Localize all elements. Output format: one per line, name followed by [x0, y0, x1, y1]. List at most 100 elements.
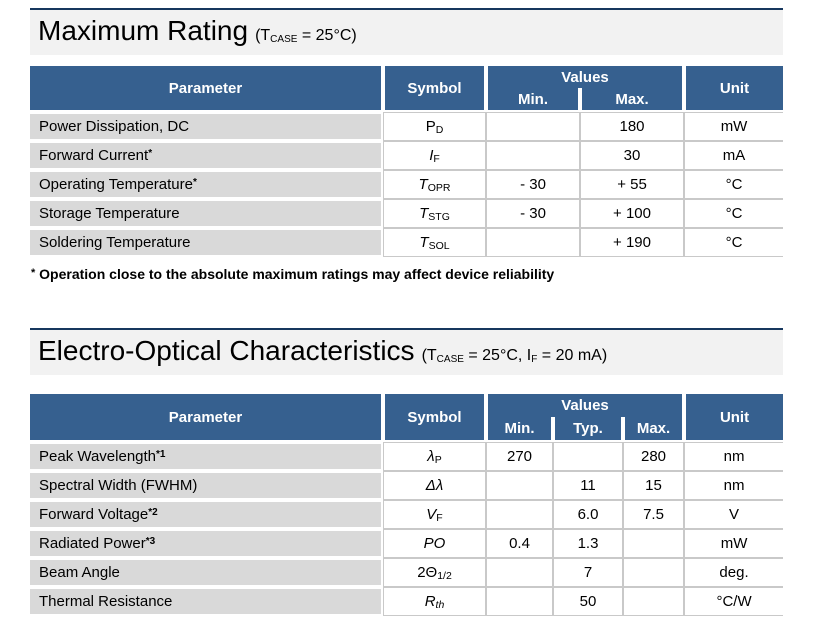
row-forward-voltage: Forward Voltage*2 VF 6.0 7.5 V — [30, 500, 784, 529]
parameter-label: Radiated Power — [39, 535, 146, 552]
parameter-label: Spectral Width (FWHM) — [39, 477, 198, 494]
symbol-base: T — [419, 233, 429, 251]
symbol-cell: 2Θ1/2 — [383, 558, 486, 587]
parameter-cell: Forward Voltage*2 — [30, 500, 383, 529]
min-value-cell — [486, 500, 553, 529]
table-header: Parameter Symbol Values Unit Min. Typ. M… — [30, 394, 784, 442]
unit-cell: mA — [684, 141, 784, 170]
unit-cell: V — [684, 500, 784, 529]
symbol-subscript: STG — [428, 210, 450, 223]
column-header-values: Values — [486, 66, 685, 88]
column-header-unit: Unit — [684, 394, 784, 442]
max-value-cell — [623, 558, 685, 587]
parameter-cell: Radiated Power*3 — [30, 529, 383, 558]
symbol-base: R — [424, 592, 436, 610]
row-radiated-power: Radiated Power*3 PO 0.4 1.3 mW — [30, 529, 784, 558]
footnote-marker: *2 — [148, 507, 158, 518]
max-value-cell: + 190 — [580, 228, 685, 257]
section-title: Maximum Rating — [38, 15, 249, 46]
max-value-cell: 30 — [580, 141, 685, 170]
unit-cell: mW — [684, 112, 784, 141]
max-value-cell — [623, 529, 685, 558]
column-header-min: Min. — [486, 88, 580, 112]
symbol-base: T — [418, 175, 428, 193]
maximum-rating-table: Parameter Symbol Values Unit Min. Max. P… — [30, 66, 784, 257]
parameter-cell: Beam Angle — [30, 558, 383, 587]
parameter-label: Operating Temperature — [39, 176, 193, 193]
footnote-marker: * — [31, 267, 36, 279]
symbol-base: I — [429, 146, 434, 164]
column-header-parameter: Parameter — [30, 394, 383, 442]
min-value-cell: - 30 — [486, 199, 580, 228]
unit-cell: °C/W — [684, 587, 784, 616]
symbol-base: P — [425, 117, 436, 135]
symbol-base: 2Θ — [417, 563, 438, 581]
column-header-parameter: Parameter — [30, 66, 383, 112]
parameter-label: Forward Current — [39, 147, 149, 164]
symbol-cell: TSTG — [383, 199, 486, 228]
min-value-cell — [486, 141, 580, 170]
electro-optical-table: Parameter Symbol Values Unit Min. Typ. M… — [30, 394, 784, 616]
column-header-max: Max. — [623, 417, 685, 442]
row-power-dissipation: Power Dissipation, DC PD 180 mW — [30, 112, 784, 141]
footnote-text: Operation close to the absolute maximum … — [39, 266, 555, 282]
max-value-cell — [623, 587, 685, 616]
parameter-label: Forward Voltage — [39, 506, 149, 523]
parameter-cell: Soldering Temperature — [30, 228, 383, 257]
symbol-subscript: P — [434, 453, 442, 466]
unit-cell: °C — [684, 199, 784, 228]
section-title: Electro-Optical Characteristics — [38, 335, 415, 366]
footnote: * Operation close to the absolute maximu… — [31, 266, 819, 282]
parameter-label: Beam Angle — [39, 564, 120, 581]
header-row-1: Parameter Symbol Values Unit — [30, 394, 784, 442]
header-row-1: Parameter Symbol Values Unit — [30, 66, 784, 112]
unit-cell: deg. — [684, 558, 784, 587]
symbol-cell: Δλ — [383, 471, 486, 500]
unit-cell: nm — [684, 442, 784, 471]
row-thermal-resistance: Thermal Resistance Rth 50 °C/W — [30, 587, 784, 616]
symbol-base: PO — [423, 534, 446, 552]
parameter-label: Soldering Temperature — [39, 234, 191, 251]
section-title-conditions: (TCASE = 25°C, IF = 20 mA) — [421, 347, 608, 365]
unit-cell: °C — [684, 228, 784, 257]
typ-value-cell: 7 — [553, 558, 623, 587]
row-storage-temperature: Storage Temperature TSTG - 30 + 100 °C — [30, 199, 784, 228]
min-value-cell — [486, 558, 553, 587]
row-peak-wavelength: Peak Wavelength*1 λP 270 280 nm — [30, 442, 784, 471]
symbol-subscript: SOL — [428, 239, 450, 252]
row-spectral-width: Spectral Width (FWHM) Δλ 11 15 nm — [30, 471, 784, 500]
symbol-base: V — [426, 505, 437, 523]
parameter-cell: Thermal Resistance — [30, 587, 383, 616]
max-value-cell: + 100 — [580, 199, 685, 228]
row-beam-angle: Beam Angle 2Θ1/2 7 deg. — [30, 558, 784, 587]
row-operating-temperature: Operating Temperature* TOPR - 30 + 55 °C — [30, 170, 784, 199]
symbol-subscript: OPR — [427, 181, 451, 194]
parameter-cell: Peak Wavelength*1 — [30, 442, 383, 471]
typ-value-cell: 11 — [553, 471, 623, 500]
parameter-label: Power Dissipation, DC — [39, 118, 190, 135]
section-header-electro-optical: Electro-Optical Characteristics (TCASE = … — [30, 328, 783, 375]
column-header-max: Max. — [580, 88, 685, 112]
condition-subscript: CASE — [270, 34, 298, 45]
footnote-marker: * — [192, 177, 197, 188]
symbol-subscript: D — [435, 123, 444, 136]
parameter-cell: Forward Current* — [30, 141, 383, 170]
symbol-cell: IF — [383, 141, 486, 170]
column-header-symbol: Symbol — [383, 394, 486, 442]
symbol-cell: PO — [383, 529, 486, 558]
header-row-2: Min. Max. — [30, 88, 783, 112]
section-title-conditions: (TCASE = 25°C) — [255, 27, 357, 45]
min-value-cell: - 30 — [486, 170, 580, 199]
condition-subscript: F — [531, 354, 538, 365]
min-value-cell: 0.4 — [486, 529, 553, 558]
parameter-cell: Storage Temperature — [30, 199, 383, 228]
parameter-label: Storage Temperature — [39, 205, 180, 222]
condition-text: = 25°C, I — [463, 347, 532, 364]
max-value-cell: 7.5 — [623, 500, 685, 529]
unit-cell: nm — [684, 471, 784, 500]
condition-text: (T — [421, 347, 437, 364]
column-header-symbol: Symbol — [383, 66, 486, 112]
typ-value-cell — [553, 442, 623, 471]
max-value-cell: 180 — [580, 112, 685, 141]
symbol-cell: Rth — [383, 587, 486, 616]
